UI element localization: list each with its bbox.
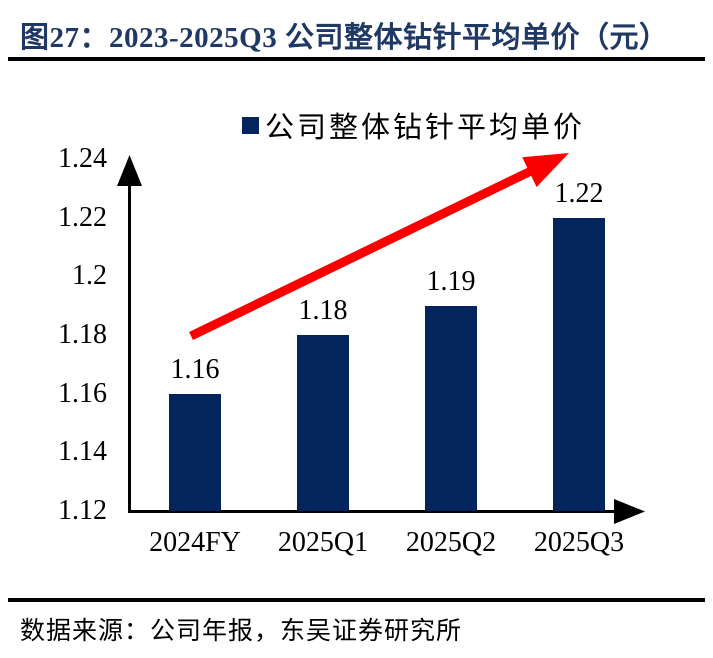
- x-category-label: 2025Q3: [533, 527, 625, 558]
- bar-value-label: 1.22: [554, 177, 604, 209]
- y-tick-label: 1.14: [58, 436, 107, 468]
- trend-arrow-shaft: [189, 166, 533, 341]
- y-axis-arrowhead-icon: [117, 155, 142, 186]
- bar-value-label: 1.16: [170, 353, 220, 385]
- legend-label: 公司整体钻针平均单价: [265, 112, 586, 144]
- bar: [425, 305, 477, 511]
- bar-value-label: 1.18: [298, 295, 348, 326]
- y-tick-label: 1.22: [58, 201, 107, 233]
- y-tick-label: 1.18: [58, 319, 107, 350]
- bar: [169, 393, 221, 511]
- y-tick-label: 1.24: [58, 143, 107, 174]
- y-tick-label: 1.12: [58, 495, 107, 526]
- chart-legend: 公司整体钻针平均单价: [242, 104, 585, 146]
- figure-title: 图27：2023-2025Q3 公司整体钻针平均单价（元）: [20, 22, 669, 54]
- x-axis-arrowhead-icon: [614, 499, 645, 524]
- footer-divider-line: [8, 598, 705, 602]
- trend-arrow-head-icon: [522, 153, 569, 187]
- y-tick-label: 1.2: [72, 260, 107, 292]
- x-category-label: 2025Q1: [277, 527, 369, 558]
- x-category-label: 2025Q2: [405, 527, 497, 558]
- legend-swatch-icon: [242, 116, 259, 134]
- data-source-note: 数据来源：公司年报，东吴证券研究所: [20, 618, 463, 645]
- title-divider-line: [8, 57, 705, 61]
- bar: [297, 335, 349, 511]
- bar: [553, 217, 605, 511]
- y-tick-label: 1.16: [58, 377, 107, 409]
- bar-value-label: 1.19: [426, 265, 476, 297]
- x-category-label: 2024FY: [149, 527, 241, 558]
